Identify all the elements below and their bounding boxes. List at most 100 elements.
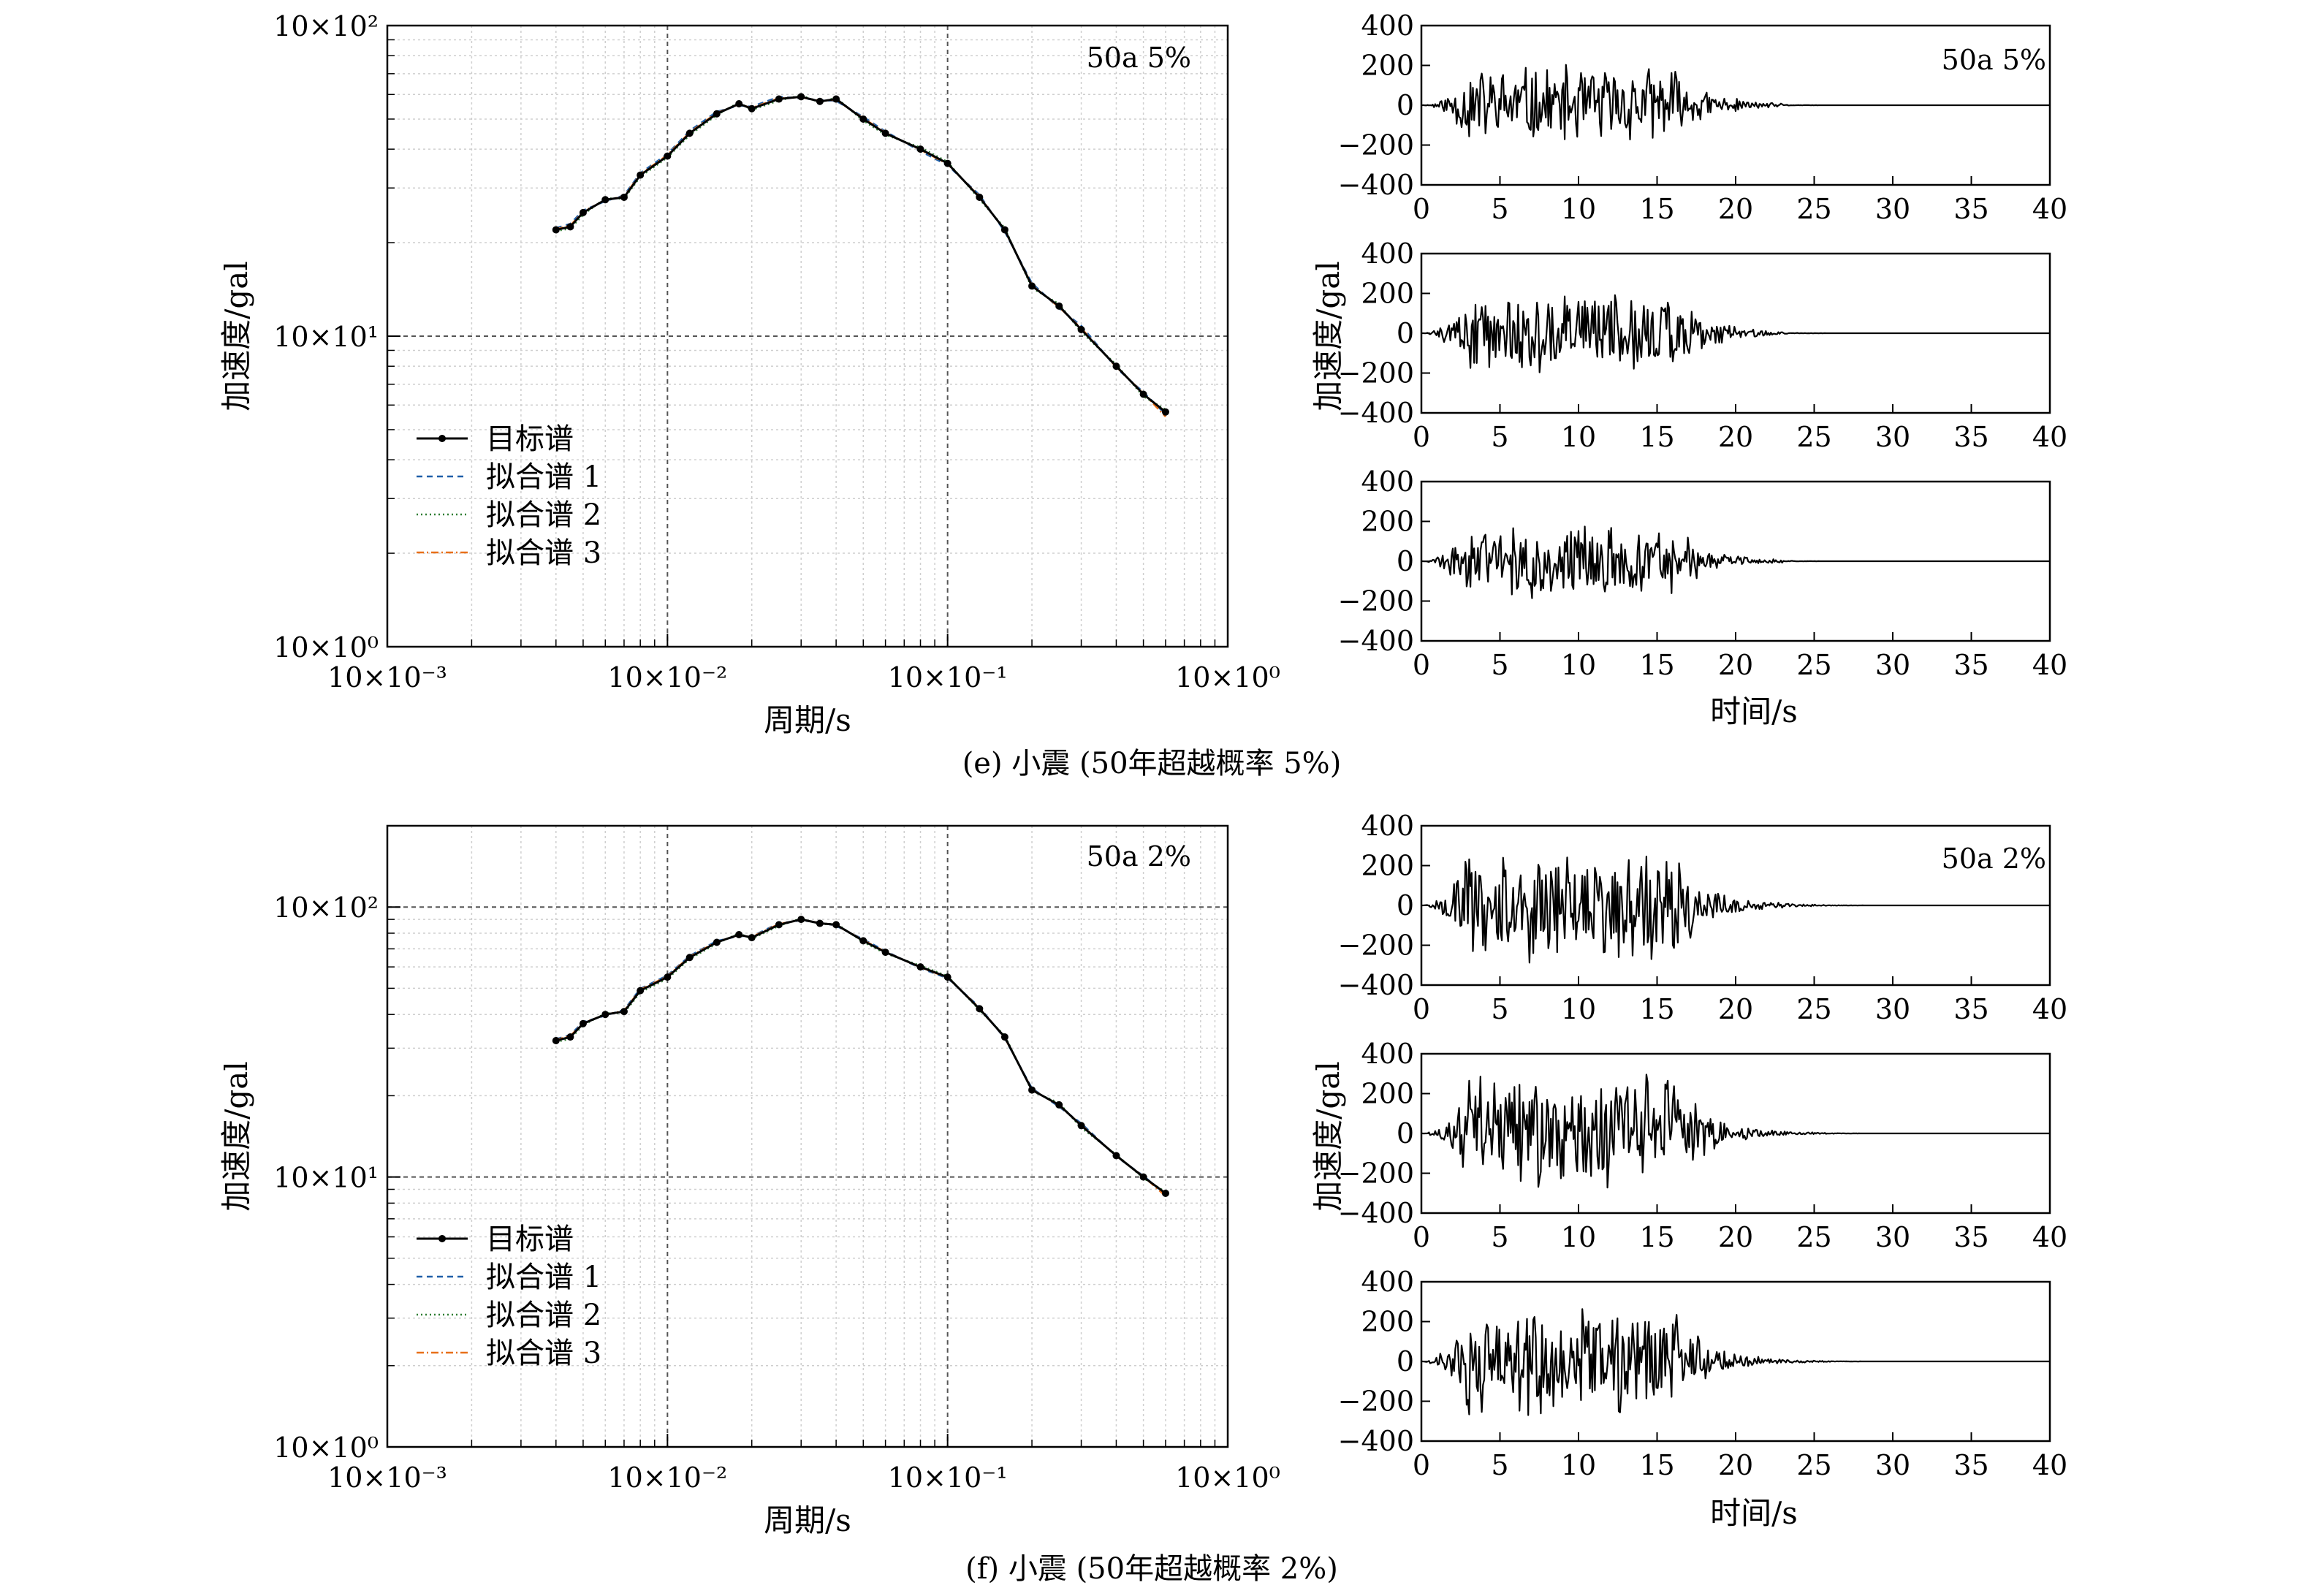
data-point	[552, 1036, 560, 1044]
data-point	[816, 97, 824, 105]
x-tick-label: 40	[2032, 1449, 2067, 1481]
data-point	[1028, 1086, 1036, 1094]
time-history-panel: 0 5 10 15 20 25 30 35 40 −400 −200 0 200 400	[1338, 466, 2068, 681]
x-tick-label: 35	[1953, 193, 1988, 225]
spectrum-y-label: 加速度/gal	[219, 1061, 254, 1212]
spectrum-annotation: 50a 2%	[1087, 840, 1191, 873]
y-tick-label: −200	[1338, 1386, 1414, 1418]
data-point	[713, 110, 721, 118]
y-tick-label: −400	[1338, 1425, 1414, 1457]
data-point	[1077, 1122, 1085, 1130]
x-tick-label: 20	[1718, 993, 1753, 1025]
data-point	[601, 196, 609, 204]
series-line	[555, 917, 1166, 1193]
series-line	[555, 919, 1166, 1196]
x-tick-label: 5	[1491, 649, 1508, 681]
legend-entry: 拟合谱 1	[486, 460, 601, 494]
data-point	[1139, 1173, 1147, 1181]
data-point	[579, 208, 587, 216]
y-tick-label: 400	[1361, 10, 1414, 42]
data-point	[735, 931, 743, 939]
x-tick-label: 35	[1953, 649, 1988, 681]
time-history-y-label: 加速度/gal	[1310, 261, 1346, 411]
x-tick-label: 10×10⁰	[1175, 1462, 1280, 1494]
x-tick-label: 20	[1718, 1221, 1753, 1253]
legend-entry: 拟合谱 2	[486, 498, 601, 532]
data-point	[1028, 282, 1036, 290]
data-point	[1161, 1189, 1169, 1197]
data-point	[579, 1019, 587, 1027]
x-tick-label: 15	[1639, 1449, 1674, 1481]
acceleration-trace	[1421, 64, 2050, 140]
y-tick-label: −400	[1338, 969, 1414, 1001]
data-point	[664, 973, 672, 981]
data-point	[620, 193, 628, 201]
x-tick-label: 5	[1491, 1221, 1508, 1253]
time-history-panel: 0 5 10 15 20 25 30 35 40 −400 −200 0 200 400	[1338, 810, 2068, 1025]
x-tick-label: 30	[1875, 993, 1910, 1025]
data-point	[1112, 1152, 1120, 1160]
x-tick-label: 25	[1796, 193, 1831, 225]
x-tick-label: 35	[1953, 993, 1988, 1025]
y-tick-label: −400	[1338, 169, 1414, 201]
time-history-panel: 0 5 10 15 20 25 30 35 40 −400 −200 0 200 400	[1338, 1038, 2068, 1253]
y-tick-label: 0	[1397, 1117, 1414, 1150]
data-point	[601, 1011, 609, 1019]
y-tick-label: 0	[1397, 889, 1414, 922]
y-tick-label: 200	[1361, 278, 1414, 310]
x-tick-label: 35	[1953, 421, 1988, 453]
data-point	[859, 937, 867, 945]
data-point	[1055, 1101, 1063, 1109]
legend-entry: 拟合谱 2	[486, 1299, 601, 1332]
data-point	[916, 963, 924, 971]
data-point	[816, 919, 824, 927]
y-tick-label: −200	[1338, 930, 1414, 962]
y-tick-label: −400	[1338, 1197, 1414, 1229]
x-tick-label: 30	[1875, 649, 1910, 681]
data-point	[976, 193, 984, 201]
legend-entry: 拟合谱 1	[486, 1261, 601, 1294]
y-tick-label: 10×10⁰	[273, 631, 379, 664]
y-tick-label: 10×10²	[273, 10, 379, 42]
y-tick-label: 200	[1361, 506, 1414, 538]
time-history-annotation: 50a 2%	[1942, 843, 2046, 875]
data-point	[620, 1008, 628, 1016]
y-tick-label: 10×10¹	[273, 1162, 379, 1194]
x-tick-label: 30	[1875, 1449, 1910, 1481]
data-point	[976, 1005, 984, 1013]
y-tick-label: 400	[1361, 810, 1414, 842]
legend-entry: 目标谱	[486, 1223, 574, 1256]
x-tick-label: 15	[1639, 993, 1674, 1025]
x-tick-label: 10×10⁻³	[327, 1462, 447, 1494]
data-point	[1077, 325, 1085, 333]
y-tick-label: 0	[1397, 545, 1414, 577]
data-point	[1000, 226, 1008, 234]
y-tick-label: −200	[1338, 585, 1414, 618]
spectrum-axes-frame	[386, 824, 1229, 1448]
y-tick-label: 200	[1361, 1306, 1414, 1338]
legend-marker	[438, 435, 446, 442]
x-tick-label: 30	[1875, 193, 1910, 225]
x-tick-label: 10	[1561, 193, 1596, 225]
spectrum-annotation: 50a 5%	[1087, 42, 1191, 74]
data-point	[943, 159, 951, 167]
x-tick-label: 5	[1491, 193, 1508, 225]
acceleration-trace	[1421, 855, 2050, 964]
x-tick-label: 10	[1561, 1221, 1596, 1253]
spectrum-x-label: 周期/s	[764, 1502, 851, 1538]
x-tick-label: 10×10⁻³	[327, 661, 447, 694]
y-tick-label: 0	[1397, 89, 1414, 121]
acceleration-trace	[1421, 1074, 2050, 1189]
x-tick-label: 35	[1953, 1221, 1988, 1253]
figure-f: 10×10⁻³ 10×10⁻² 10×10⁻¹ 10×10⁰ 10×10⁰ 10×10¹ 1…	[219, 810, 2067, 1586]
x-tick-label: 0	[1413, 1221, 1430, 1253]
figure-caption: (e) 小震 (50年超越概率 5%)	[962, 747, 1342, 780]
x-tick-label: 0	[1413, 993, 1430, 1025]
spectrum-y-label: 加速度/gal	[219, 261, 254, 411]
data-point	[1112, 362, 1120, 370]
x-tick-label: 0	[1413, 193, 1430, 225]
data-point	[748, 104, 756, 113]
series-line	[555, 94, 1166, 411]
